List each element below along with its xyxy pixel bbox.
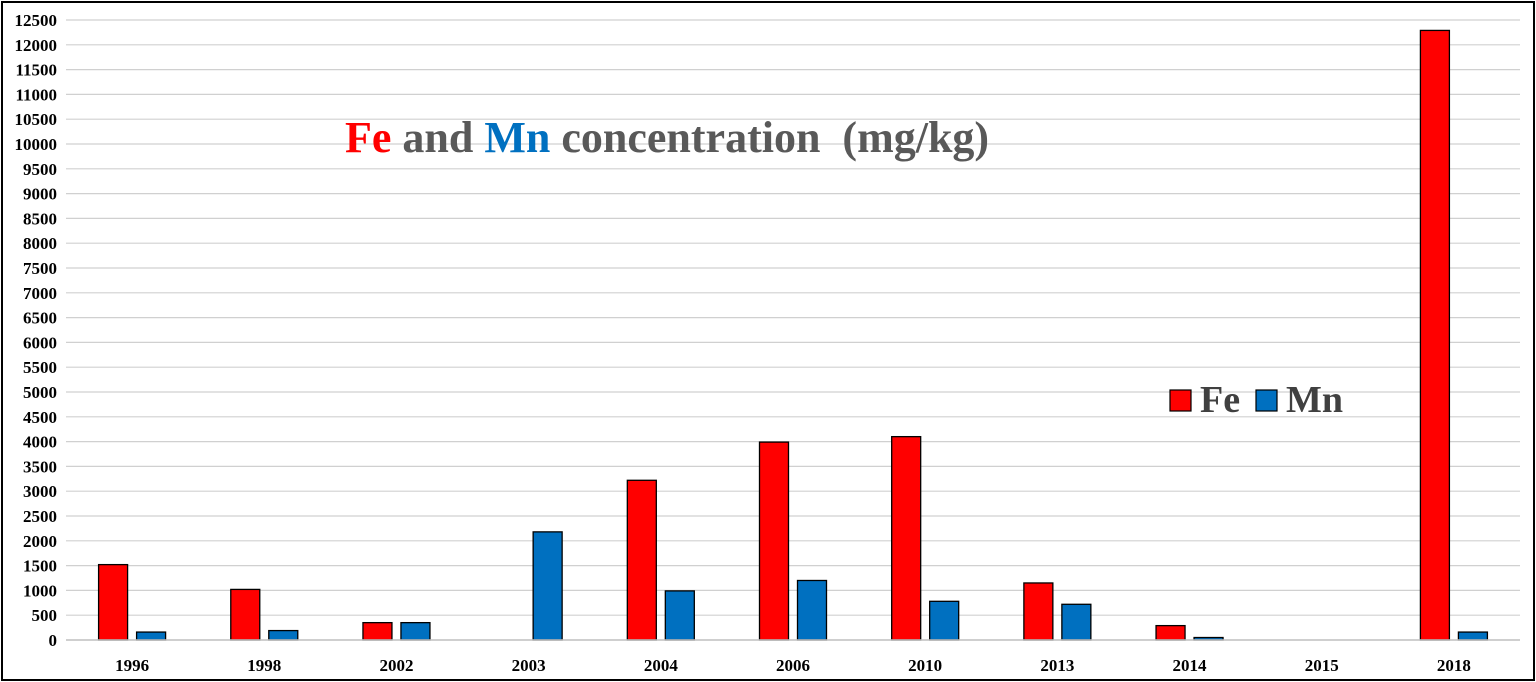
x-tick-label: 2015 — [1305, 656, 1339, 675]
x-axis-ticks: 1996 1998 2002 2003 2004 2006 2010 2013 2014 2015… — [115, 656, 1471, 675]
y-tick-label: 3500 — [23, 457, 57, 476]
bar-mn-2003 — [532, 531, 563, 641]
x-tick-label: 2003 — [512, 656, 546, 675]
legend-label-mn: Mn — [1286, 379, 1343, 421]
y-tick-label: 500 — [32, 606, 58, 625]
y-tick-label: 4000 — [23, 433, 57, 452]
y-tick-label: 8000 — [23, 234, 57, 253]
chart-title: Fe and Mn concentration (mg/kg) — [345, 113, 989, 162]
y-tick-label: 10000 — [15, 135, 58, 154]
bar-mn-2018 — [1457, 631, 1489, 641]
y-tick-label: 4500 — [23, 408, 57, 427]
bar-mn-1996 — [135, 631, 167, 641]
x-tick-label: 2004 — [644, 656, 679, 675]
legend-swatch-fe — [1169, 389, 1192, 412]
x-tick-label: 1998 — [247, 656, 281, 675]
y-tick-label: 12500 — [15, 11, 58, 30]
x-tick-label: 1996 — [115, 656, 149, 675]
y-tick-label: 0 — [49, 631, 58, 650]
y-tick-label: 2500 — [23, 507, 57, 526]
bar-fe-2004 — [626, 479, 657, 641]
x-tick-label: 2013 — [1040, 656, 1074, 675]
y-tick-label: 6000 — [23, 333, 57, 352]
y-tick-label: 6500 — [23, 309, 57, 328]
gridlines — [66, 19, 1520, 616]
legend: Fe Mn — [1169, 379, 1343, 421]
bar-fe-1998 — [230, 588, 261, 641]
y-tick-label: 11500 — [15, 61, 57, 80]
y-tick-label: 1500 — [23, 557, 57, 576]
x-tick-label: 2010 — [908, 656, 942, 675]
y-tick-label: 1000 — [23, 581, 57, 600]
bar-mn-2004 — [664, 590, 695, 641]
y-tick-label: 8500 — [23, 209, 57, 228]
bar-fe-2013 — [1023, 582, 1054, 641]
x-tick-label: 2002 — [379, 656, 413, 675]
y-tick-label: 10500 — [15, 110, 58, 129]
y-tick-label: 12000 — [15, 36, 58, 55]
bar-mn-2010 — [929, 600, 960, 641]
x-tick-label: 2014 — [1173, 656, 1208, 675]
x-tick-label: 2006 — [776, 656, 810, 675]
y-tick-label: 9500 — [23, 160, 57, 179]
bar-mn-2002 — [400, 621, 431, 641]
y-tick-label: 2000 — [23, 532, 57, 551]
y-tick-label: 7000 — [23, 284, 57, 303]
y-tick-label: 11000 — [15, 85, 57, 104]
y-tick-label: 9000 — [23, 185, 57, 204]
x-tick-label: 2018 — [1437, 656, 1471, 675]
bar-mn-2013 — [1061, 603, 1092, 641]
bar-fe-2002 — [362, 621, 393, 641]
legend-label-fe: Fe — [1200, 379, 1240, 421]
bar-fe-2018 — [1419, 29, 1451, 641]
y-axis-ticks: 0 500 1000 1500 2000 2500 3000 3500 4000 4500 5000… — [15, 11, 58, 650]
bar-fe-2006 — [758, 441, 790, 641]
bar-mn-2006 — [796, 579, 828, 641]
y-tick-label: 7500 — [23, 259, 57, 278]
bar-fe-2010 — [891, 435, 922, 641]
y-tick-label: 5000 — [23, 383, 57, 402]
legend-swatch-mn — [1255, 389, 1278, 412]
y-tick-label: 5500 — [23, 358, 57, 377]
bar-fe-1996 — [97, 563, 129, 641]
y-tick-label: 3000 — [23, 482, 57, 501]
bars — [97, 29, 1489, 641]
bar-mn-1998 — [268, 629, 299, 641]
bar-fe-2014 — [1155, 624, 1186, 641]
